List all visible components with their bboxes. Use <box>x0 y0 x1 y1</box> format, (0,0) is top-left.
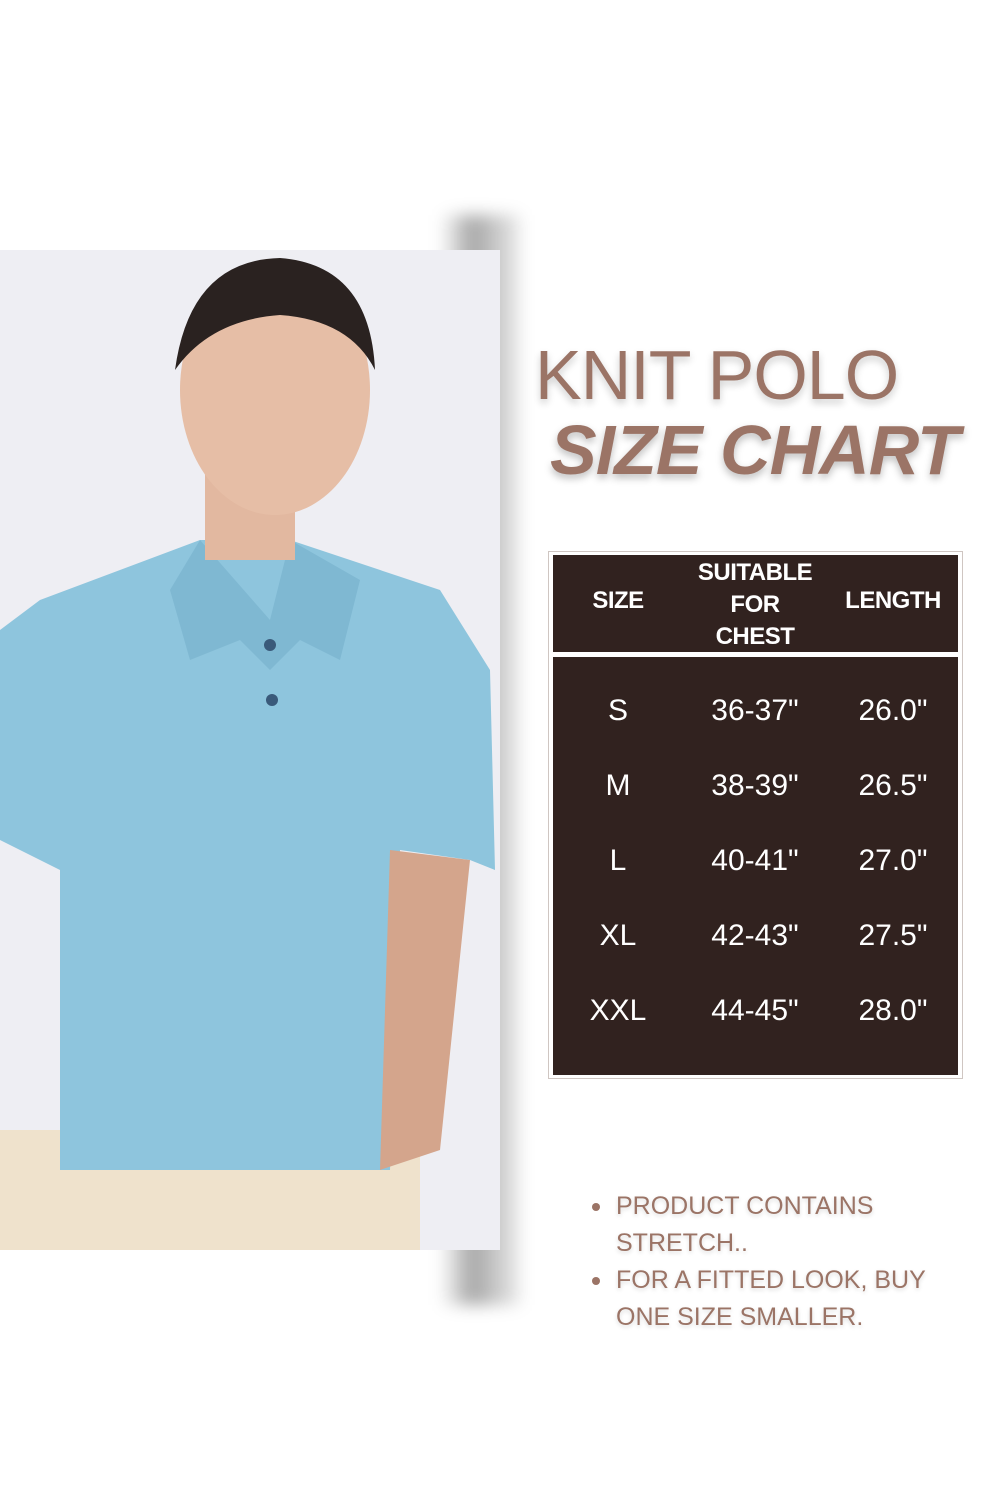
chest-cell: 36-37" <box>711 694 799 727</box>
length-cell: 27.5" <box>858 919 928 952</box>
length-cell: 26.0" <box>858 694 928 727</box>
arm <box>380 850 470 1170</box>
header-chest-line: CHEST <box>715 623 795 650</box>
button-icon <box>264 639 276 651</box>
header-length: LENGTH <box>845 587 941 614</box>
size-cell: M <box>605 769 631 802</box>
size-table-header: SIZE SUITABLE FOR CHEST LENGTH <box>553 555 958 652</box>
header-chest: SUITABLE FOR CHEST <box>685 557 825 653</box>
title-line1: KNIT POLO <box>535 336 899 414</box>
note-item: PRODUCT CONTAINS STRETCH.. <box>592 1188 952 1262</box>
polo-shirt <box>0 540 495 1170</box>
chest-cell: 44-45" <box>711 994 799 1027</box>
notes-list: PRODUCT CONTAINS STRETCH.. FOR A FITTED … <box>592 1188 952 1336</box>
size-cell: L <box>609 844 627 877</box>
bullet-icon <box>592 1203 600 1211</box>
size-cell: XL <box>599 919 637 952</box>
length-cell: 27.0" <box>858 844 928 877</box>
chest-cell: 42-43" <box>711 919 799 952</box>
face <box>180 265 370 515</box>
product-photo <box>0 250 500 1250</box>
length-cell: 28.0" <box>858 994 928 1027</box>
bullet-icon <box>592 1277 600 1285</box>
chest-cell: 40-41" <box>711 844 799 877</box>
size-table-frame <box>548 551 963 1079</box>
polo-collar <box>170 540 360 670</box>
hair <box>175 258 375 370</box>
size-cell: S <box>607 694 628 727</box>
header-chest-line: FOR <box>730 591 780 618</box>
title-line2: SIZE CHART <box>550 411 960 489</box>
header-chest-line: SUITABLE <box>697 559 813 586</box>
note-text: FOR A FITTED LOOK, BUY ONE SIZE SMALLER. <box>616 1266 926 1331</box>
note-item: FOR A FITTED LOOK, BUY ONE SIZE SMALLER. <box>592 1262 952 1336</box>
button-icon <box>266 694 278 706</box>
header-size: SIZE <box>592 587 644 614</box>
note-text: PRODUCT CONTAINS STRETCH.. <box>616 1192 874 1257</box>
chest-cell: 38-39" <box>711 769 799 802</box>
length-cell: 26.5" <box>858 769 928 802</box>
size-table-body: S 36-37" 26.0" M 38-39" 26.5" L 40-41" 27.0" XL 42… <box>553 657 958 1075</box>
size-cell: XXL <box>589 994 647 1027</box>
